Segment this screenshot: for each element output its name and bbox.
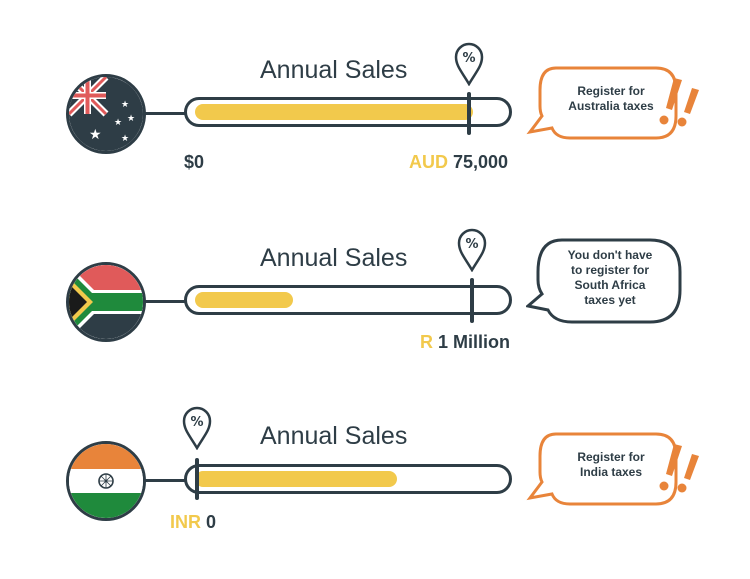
- sales-progress-bar: [184, 464, 512, 494]
- sales-progress-fill: [195, 471, 397, 487]
- sales-progress-bar: [184, 285, 512, 315]
- svg-text:★: ★: [127, 114, 135, 124]
- speech-bubble-text: You don't have to register for South Afr…: [526, 234, 682, 344]
- annual-sales-title: Annual Sales: [260, 56, 408, 84]
- south-africa-flag: [66, 262, 146, 342]
- speech-bubble: [526, 238, 682, 324]
- flag-connector: [144, 479, 186, 482]
- sales-progress-fill: [195, 292, 293, 308]
- bubble-line: taxes yet: [584, 293, 636, 307]
- bubble-line: You don't have: [567, 248, 653, 262]
- tax-threshold-marker: [470, 278, 474, 323]
- australia-flag: ★ ★ ★ ★ ★: [66, 74, 146, 154]
- threshold-label: AUD 75,000: [409, 152, 509, 172]
- range-start-label: $0: [184, 152, 205, 172]
- annual-sales-title: Annual Sales: [260, 422, 408, 450]
- percent-pin-icon: %: [182, 406, 212, 450]
- speech-bubble-text: Register for India taxes: [526, 424, 682, 520]
- svg-text:★: ★: [121, 100, 129, 110]
- threshold-label: INR 0: [170, 512, 217, 532]
- svg-text:★: ★: [121, 134, 129, 144]
- svg-text:★: ★: [89, 127, 102, 143]
- percent-pin-icon: %: [457, 228, 487, 272]
- tax-threshold-marker: [467, 92, 471, 135]
- svg-text:%: %: [465, 237, 478, 252]
- svg-text:%: %: [190, 415, 203, 430]
- sales-progress-bar: [184, 97, 512, 127]
- annual-sales-title: Annual Sales: [260, 244, 408, 272]
- sales-progress-fill: [195, 104, 473, 120]
- bubble-line: Register for: [577, 450, 645, 464]
- exclamation-icon: [659, 78, 699, 127]
- bubble-line: to register for: [570, 263, 649, 277]
- tax-threshold-marker: [195, 458, 199, 500]
- percent-pin-icon: %: [454, 42, 484, 86]
- exclamation-icon: [659, 444, 699, 493]
- svg-text:%: %: [462, 51, 475, 66]
- bubble-line: India taxes: [579, 465, 643, 479]
- flag-connector: [144, 300, 186, 303]
- bubble-line: Register for: [577, 84, 645, 98]
- svg-text:★: ★: [114, 118, 122, 128]
- india-flag: [66, 441, 146, 521]
- speech-bubble-text: Register for Australia taxes: [526, 58, 682, 154]
- threshold-label: R 1 Million: [420, 332, 511, 352]
- bubble-line: Australia taxes: [568, 99, 654, 113]
- flag-connector: [144, 112, 186, 115]
- bubble-line: South Africa: [574, 278, 646, 292]
